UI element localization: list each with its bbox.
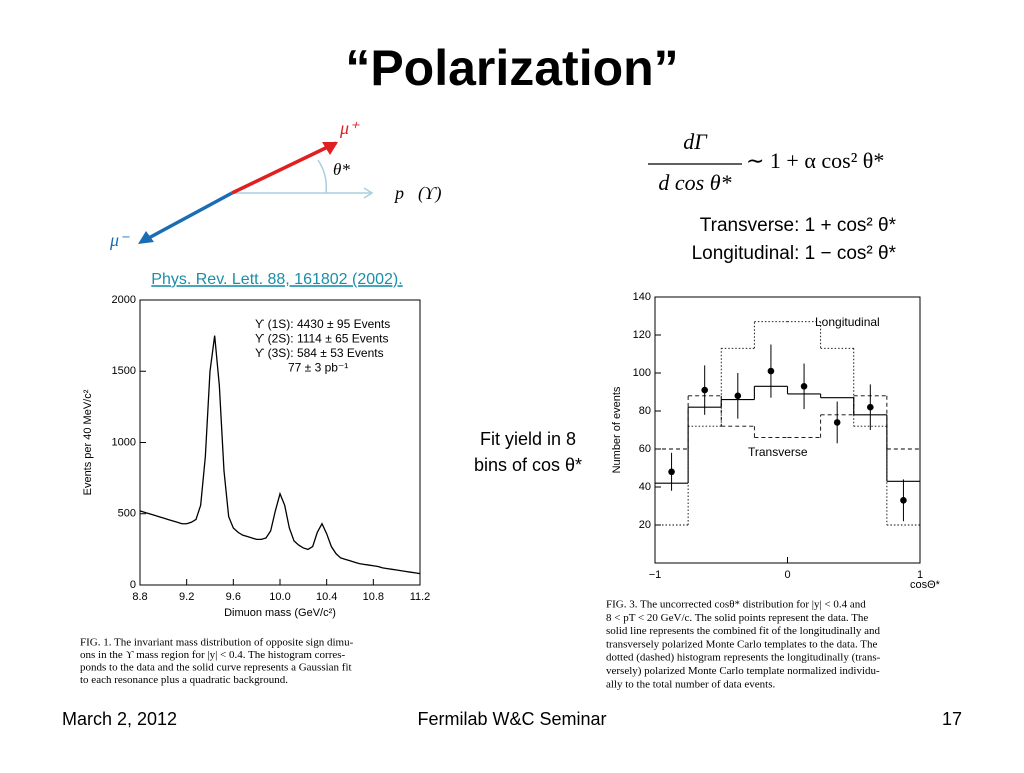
caption-line: transversely polarized Monte Carlo templ… bbox=[606, 638, 877, 650]
y-tick-label: 80 bbox=[639, 405, 651, 417]
y-tick-label: 120 bbox=[633, 329, 651, 341]
arrow-head bbox=[322, 142, 338, 155]
y-tick-label: 0 bbox=[130, 579, 136, 591]
annotation: ϒ (3S): 584 ± 53 Events bbox=[255, 346, 384, 360]
x-tick-label: 10.8 bbox=[363, 591, 384, 603]
x-tick-label: 11.2 bbox=[410, 591, 431, 603]
note-line: Fit yield in 8 bbox=[480, 429, 576, 449]
mu-plus-arrow bbox=[231, 141, 337, 195]
data-point bbox=[734, 392, 742, 400]
data-point bbox=[867, 403, 874, 411]
data-point bbox=[833, 419, 841, 426]
annotation: ϒ (1S): 4430 ± 95 Events bbox=[255, 317, 390, 331]
caption-line: 8 < pT < 20 GeV/c. The solid points repr… bbox=[606, 612, 868, 624]
annotation: 77 ± 3 pb⁻¹ bbox=[288, 361, 348, 375]
data-point bbox=[701, 386, 708, 394]
y-tick-label: 100 bbox=[633, 367, 651, 379]
y-tick-label: 60 bbox=[639, 443, 651, 455]
x-tick-label: 0 bbox=[784, 569, 790, 581]
legend-label: Longitudinal bbox=[815, 315, 880, 329]
footer-date: March 2, 2012 bbox=[62, 709, 177, 729]
theta-label: θ* bbox=[333, 160, 350, 179]
transverse-formula: Transverse: 1 + cos² θ* bbox=[700, 215, 897, 236]
arrow-head bbox=[138, 231, 154, 244]
equation-numerator: dΓ bbox=[683, 129, 708, 154]
caption-line: FIG. 3. The uncorrected cosθ* distributi… bbox=[606, 599, 866, 611]
y-tick-label: 1500 bbox=[112, 365, 136, 377]
x-tick-label: 8.8 bbox=[132, 591, 147, 603]
note-line: bins of cos θ* bbox=[474, 455, 582, 475]
caption-line: ally to the total number of data events. bbox=[606, 678, 775, 690]
data-line bbox=[139, 335, 421, 575]
x-tick-label: 9.6 bbox=[226, 591, 241, 603]
momentum-label: p⃗(ϒ) bbox=[393, 183, 441, 204]
footer-page: 17 bbox=[942, 709, 962, 729]
y-tick-label: 500 bbox=[118, 508, 136, 520]
slide-title: “Polarization” bbox=[345, 40, 678, 96]
data-point bbox=[800, 383, 808, 390]
caption-line: solid line represents the combined fit o… bbox=[606, 625, 881, 637]
data-point bbox=[767, 367, 775, 375]
caption-line: dotted (dashed) histogram represents the… bbox=[606, 652, 881, 664]
caption-line: to each resonance plus a quadratic backg… bbox=[80, 674, 288, 686]
y-axis-label: Number of events bbox=[611, 386, 623, 473]
caption-line: ponds to the data and the solid curve re… bbox=[80, 662, 352, 674]
longitudinal-formula: Longitudinal: 1 − cos² θ* bbox=[692, 243, 897, 264]
arrow-head bbox=[363, 187, 374, 199]
y-tick-label: 1000 bbox=[112, 436, 136, 448]
y-tick-label: 2000 bbox=[112, 294, 136, 306]
x-axis-label: Dimuon mass (GeV/c²) bbox=[224, 607, 336, 619]
mu-minus-label: μ⁻ bbox=[109, 230, 130, 250]
mu-plus-label: μ⁺ bbox=[339, 118, 360, 138]
y-axis-label: Events per 40 MeV/c² bbox=[82, 389, 94, 495]
x-tick-label: 9.2 bbox=[179, 591, 194, 603]
data-point bbox=[668, 468, 675, 476]
plot-frame bbox=[654, 296, 921, 564]
caption-line: ons in the ϒ mass region for |y| < 0.4. … bbox=[80, 649, 346, 661]
footer-venue: Fermilab W&C Seminar bbox=[417, 709, 606, 729]
equation-rhs: ∼ 1 + α cos² θ* bbox=[746, 148, 884, 173]
y-tick-label: 40 bbox=[639, 481, 651, 493]
data-point bbox=[900, 497, 907, 504]
angle-arc bbox=[317, 159, 328, 194]
caption-line: FIG. 1. The invariant mass distribution … bbox=[80, 637, 354, 649]
x-tick-label: −1 bbox=[649, 569, 662, 581]
caption-line: versely) polarized Monte Carlo template … bbox=[606, 665, 880, 677]
x-axis-label: cosΘ* bbox=[910, 579, 941, 591]
reference-link[interactable]: Phys. Rev. Lett. 88, 161802 (2002). bbox=[151, 271, 402, 288]
y-tick-label: 20 bbox=[639, 519, 651, 531]
x-tick-label: 10.4 bbox=[316, 591, 337, 603]
x-tick-label: 10.0 bbox=[269, 591, 290, 603]
y-tick-label: 140 bbox=[633, 291, 651, 303]
annotation: ϒ (2S): 1114 ± 65 Events bbox=[255, 332, 388, 346]
legend-label: Transverse bbox=[748, 445, 808, 459]
x-tick-label: 1 bbox=[917, 569, 923, 581]
equation-denominator: d cos θ* bbox=[658, 170, 731, 195]
mu-minus-arrow bbox=[144, 191, 233, 242]
